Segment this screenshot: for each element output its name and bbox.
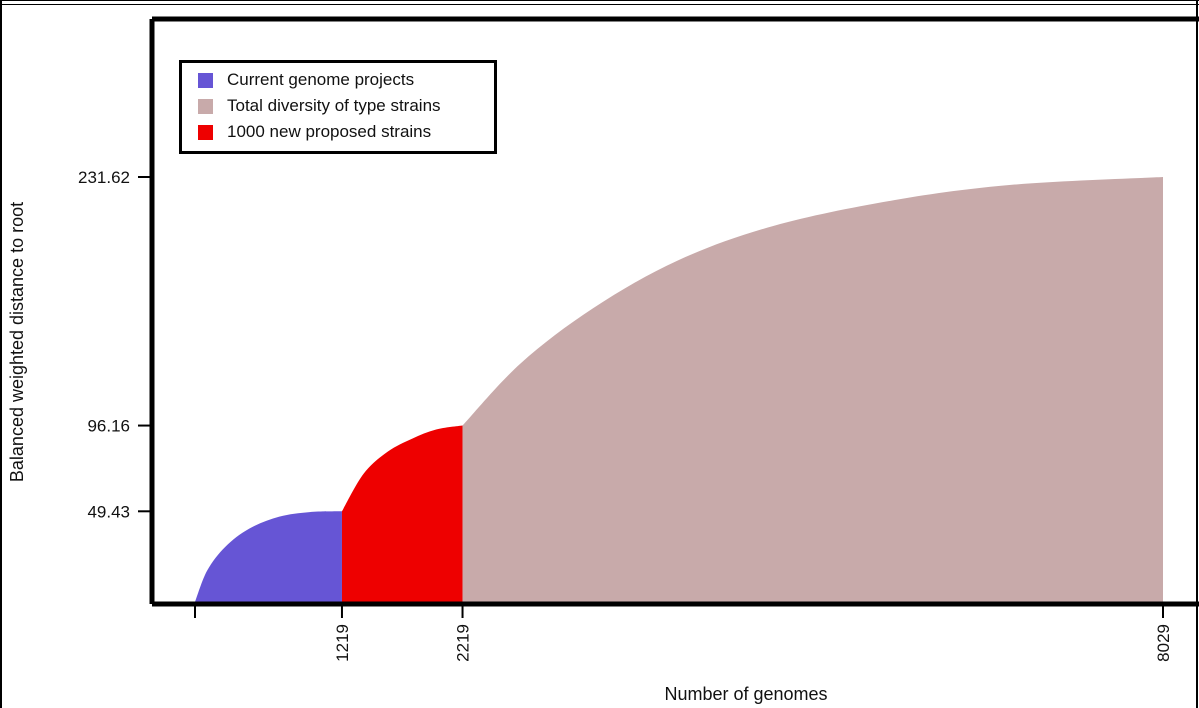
legend-label-total: Total diversity of type strains — [227, 96, 441, 115]
legend-item-total: Total diversity of type strains — [198, 95, 441, 117]
y-tick-label: 231.62 — [78, 168, 130, 187]
frame-right-border — [1196, 0, 1198, 708]
legend-label-current: Current genome projects — [227, 70, 415, 89]
y-ticks: 49.43 96.16 231.62 — [78, 168, 150, 521]
legend-swatch-total — [198, 98, 213, 114]
y-axis-label: Balanced weighted distance to root — [7, 202, 27, 482]
x-axis-label: Number of genomes — [664, 684, 827, 704]
frame-top-border — [0, 0, 1199, 1]
frame-top-border-inner — [0, 4, 1199, 5]
y-tick-label: 49.43 — [87, 502, 130, 521]
x-ticks: 1219 2219 8029 — [194, 606, 1173, 662]
legend-swatch-current — [198, 72, 213, 88]
frame-left-border — [0, 0, 2, 708]
area-series-2 — [462, 177, 1164, 602]
legend-label-proposed: 1000 new proposed strains — [227, 122, 432, 141]
legend-swatch-proposed — [198, 124, 213, 140]
y-tick-label: 96.16 — [87, 417, 130, 436]
area-series-1 — [341, 425, 463, 602]
x-tick-label: 2219 — [454, 624, 473, 662]
chart-legend: Current genome projects Total diversity … — [179, 60, 497, 154]
x-tick-label: 8029 — [1154, 624, 1173, 662]
area-series-0 — [195, 511, 342, 602]
legend-item-current: Current genome projects — [198, 69, 414, 91]
chart-areas — [195, 177, 1164, 602]
x-tick-label: 1219 — [333, 624, 352, 662]
legend-item-proposed: 1000 new proposed strains — [198, 121, 431, 143]
